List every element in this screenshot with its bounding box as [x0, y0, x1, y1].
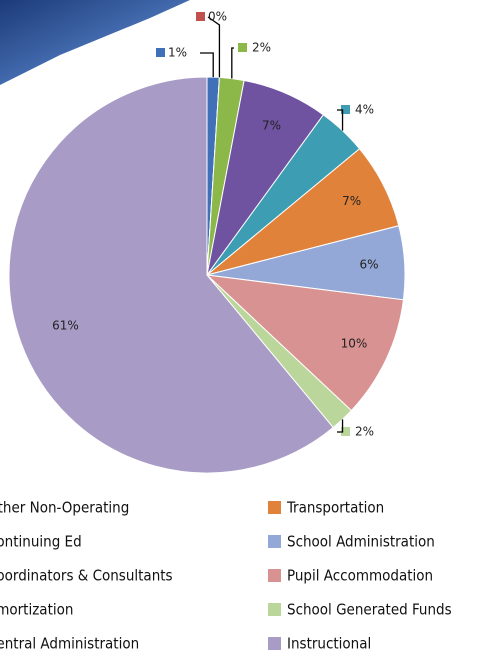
legend-label: Pupil Accommodation — [287, 567, 433, 585]
legend-swatch — [268, 535, 281, 548]
pie-slice — [205, 274, 404, 412]
slice-label: 1% — [168, 46, 187, 60]
leader-line — [231, 47, 234, 79]
leader-line — [337, 109, 344, 131]
legend-swatch — [268, 569, 281, 582]
legend-label: Amortization — [0, 601, 73, 619]
legend-label: Instructional — [287, 635, 371, 653]
slice-label: 2% — [252, 41, 271, 55]
legend-label: Transportation — [286, 499, 384, 517]
slice-label: 7% — [342, 194, 361, 208]
legend-label: School Administration — [287, 533, 435, 551]
slice-labels: 1% 0% 2% 7% 4% 7% 6% 10% 2% 61% — [52, 10, 378, 439]
pie-slice — [8, 76, 334, 474]
decoration — [0, 0, 190, 85]
slice-label: 0% — [208, 10, 227, 24]
label-swatch — [238, 43, 247, 52]
legend-label: Other Non-Operating — [0, 499, 129, 517]
slice-label: 61% — [52, 318, 79, 332]
leader-line — [337, 419, 344, 433]
label-swatch — [341, 105, 350, 114]
legend: Other Non-Operating Continuing Ed Coordina… — [0, 499, 452, 653]
slice-label: 6% — [360, 257, 379, 271]
legend-label: School Generated Funds — [287, 601, 452, 619]
legend-label: Central Administration — [0, 635, 139, 653]
pie — [8, 76, 406, 474]
label-swatch — [196, 12, 205, 21]
label-swatch — [341, 427, 350, 436]
slice-label: 7% — [262, 118, 281, 132]
legend-label: Continuing Ed — [0, 533, 82, 551]
leader-line — [207, 16, 221, 78]
legend-swatch — [268, 603, 281, 616]
leader-line — [200, 52, 214, 78]
slice-label: 10% — [341, 337, 368, 351]
legend-label: Coordinators & Consultants — [0, 567, 173, 585]
slice-label: 2% — [355, 425, 374, 439]
legend-swatch — [268, 501, 281, 514]
legend-swatch — [268, 637, 281, 650]
label-swatch — [156, 48, 165, 57]
slice-label: 4% — [355, 103, 374, 117]
